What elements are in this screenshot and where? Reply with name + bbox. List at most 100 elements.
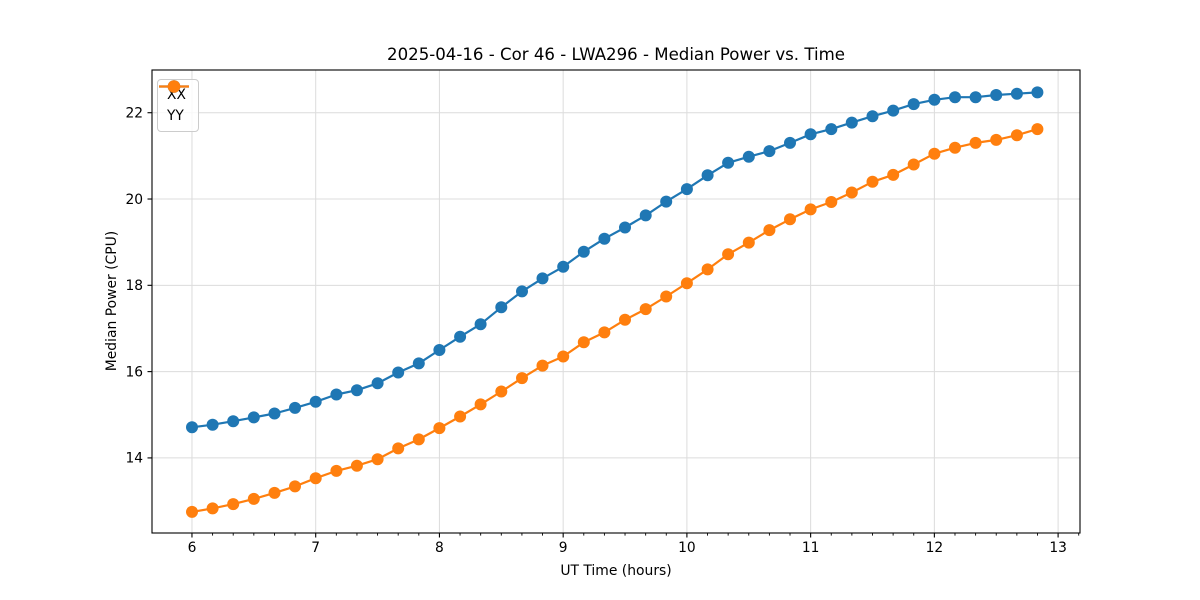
data-point-yy [289, 480, 301, 493]
y-tick-label: 18 [125, 278, 143, 294]
data-point-yy [742, 236, 755, 249]
data-point-xx [309, 395, 322, 408]
data-point-yy [330, 464, 343, 477]
data-point-yy [680, 277, 693, 290]
data-point-xx [247, 411, 260, 424]
data-point-yy [1031, 123, 1044, 136]
data-point-xx [949, 91, 961, 104]
data-point-xx [516, 285, 528, 298]
data-point-yy [1010, 129, 1023, 142]
data-point-xx [619, 221, 631, 234]
data-point-xx [784, 136, 796, 149]
data-point-yy [454, 410, 467, 423]
y-tick-label: 22 [125, 106, 143, 122]
data-point-xx [371, 377, 384, 390]
data-point-yy [928, 147, 941, 160]
data-point-xx [763, 145, 776, 158]
data-point-yy [247, 492, 260, 505]
data-point-yy [350, 459, 363, 472]
data-point-xx [1010, 87, 1023, 100]
data-point-yy [907, 158, 920, 171]
data-point-xx [186, 421, 198, 434]
data-point-yy [206, 502, 219, 515]
data-point-yy [639, 303, 652, 316]
data-point-xx [392, 366, 405, 379]
data-point-yy [866, 175, 879, 188]
data-point-xx [701, 169, 714, 182]
data-point-xx [639, 209, 652, 222]
series-line-xx [190, 91, 1039, 429]
data-point-xx [907, 98, 920, 111]
data-point-yy [516, 372, 528, 385]
y-tick-label: 14 [125, 451, 143, 467]
data-point-xx [206, 418, 219, 431]
series-line-yy [190, 128, 1039, 513]
data-point-yy [227, 498, 240, 511]
data-point-yy [577, 336, 590, 349]
data-point-yy [825, 196, 838, 208]
data-point-yy [412, 433, 425, 446]
data-point-yy [949, 141, 961, 154]
data-point-xx [557, 260, 570, 273]
data-point-yy [392, 442, 405, 455]
data-point-xx [289, 401, 301, 414]
data-point-xx [845, 116, 858, 129]
data-point-yy [804, 203, 817, 216]
y-axis-label: Median Power (CPU) [104, 230, 120, 372]
legend: XX YY [157, 79, 199, 132]
x-tick-label: 10 [678, 540, 696, 556]
data-point-xx [536, 272, 549, 285]
data-point-xx [330, 388, 343, 401]
data-point-xx [433, 344, 446, 356]
legend-entry-yy: YY [159, 80, 189, 124]
data-point-yy [784, 213, 796, 226]
x-tick-label: 11 [802, 540, 820, 556]
data-point-yy [598, 326, 611, 339]
data-point-yy [474, 398, 487, 411]
legend-line-marker-icon [159, 80, 189, 93]
data-point-xx [412, 357, 425, 370]
data-point-xx [887, 104, 900, 117]
data-point-yy [887, 168, 900, 181]
data-point-xx [495, 301, 508, 314]
data-point-xx [577, 245, 590, 258]
data-point-xx [350, 384, 363, 397]
data-point-yy [990, 133, 1003, 146]
data-point-yy [495, 385, 508, 398]
data-point-yy [371, 453, 384, 466]
chart-title: 2025-04-16 - Cor 46 - LWA296 - Median Po… [387, 45, 845, 64]
data-point-xx [680, 183, 693, 196]
data-point-yy [433, 422, 446, 435]
y-tick-label: 20 [125, 192, 143, 208]
data-point-xx [474, 318, 487, 331]
x-tick-label: 8 [435, 540, 444, 556]
data-point-yy [845, 186, 858, 199]
data-point-yy [763, 224, 776, 237]
data-point-yy [619, 313, 631, 326]
x-tick-label: 7 [311, 540, 320, 556]
legend-label-yy: YY [167, 108, 184, 124]
data-point-xx [804, 128, 817, 141]
x-tick-label: 13 [1049, 540, 1067, 556]
data-point-yy [722, 248, 735, 261]
data-point-xx [969, 91, 982, 104]
data-point-xx [990, 89, 1003, 101]
x-tick-label: 12 [926, 540, 944, 556]
data-point-xx [722, 156, 735, 169]
data-point-xx [227, 415, 240, 428]
data-point-yy [536, 359, 549, 372]
data-point-xx [1031, 86, 1044, 99]
data-point-xx [825, 123, 838, 136]
data-point-xx [454, 330, 467, 343]
x-tick-label: 9 [559, 540, 568, 556]
data-point-yy [660, 290, 673, 303]
data-point-yy [557, 350, 570, 363]
data-point-xx [660, 195, 673, 208]
data-point-yy [186, 505, 198, 518]
data-point-yy [309, 472, 322, 485]
data-point-yy [969, 136, 982, 149]
x-tick-label: 6 [188, 540, 197, 556]
data-point-xx [598, 232, 611, 245]
